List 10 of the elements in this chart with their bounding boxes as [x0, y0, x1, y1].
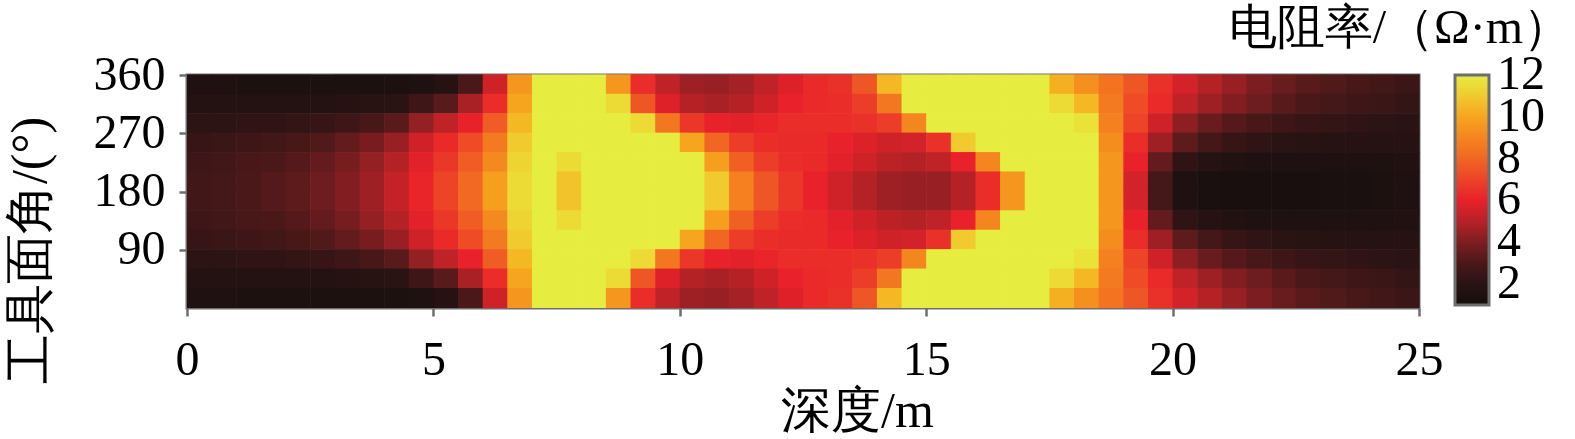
y-tick-label: 90	[117, 221, 166, 275]
y-tick-label: 180	[93, 163, 166, 216]
x-tick-label: 20	[1149, 331, 1198, 385]
y-tick-label: 360	[93, 46, 166, 100]
y-axis-title: 工具面角/(°)	[0, 116, 57, 385]
x-tick-label: 0	[175, 331, 200, 385]
x-tick-label: 25	[1395, 331, 1444, 385]
x-tick-label: 5	[421, 331, 446, 385]
x-tick-label: 10	[656, 331, 705, 385]
y-tick-label: 270	[93, 104, 166, 158]
